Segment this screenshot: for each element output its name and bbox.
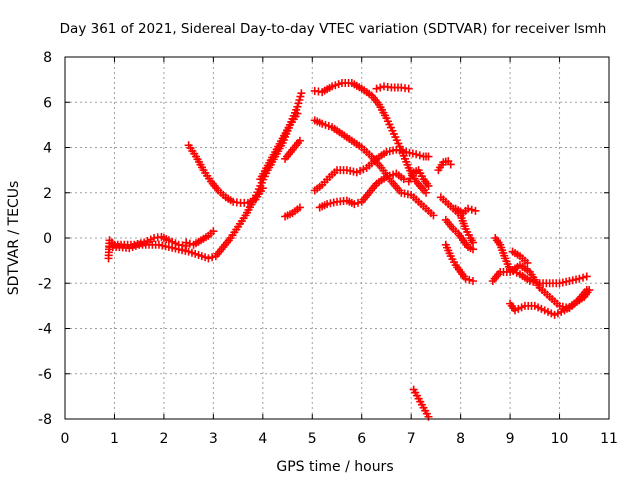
grid	[65, 57, 609, 419]
y-tick-label: -4	[38, 322, 52, 338]
x-tick-label: 1	[110, 431, 119, 447]
data-point	[208, 253, 217, 262]
series-arc-3	[182, 227, 218, 249]
data-point	[295, 136, 304, 145]
data-point	[582, 272, 591, 281]
data-point	[446, 160, 455, 169]
x-axis-label: GPS time / hours	[276, 459, 393, 475]
chart-title: Day 361 of 2021, Sidereal Day-to-day VTE…	[60, 21, 607, 37]
x-tick-label: 4	[258, 431, 267, 447]
x-tick-label: 0	[61, 431, 70, 447]
series-arc-18	[451, 204, 480, 218]
series-arc-17	[441, 240, 477, 285]
data-points	[104, 79, 594, 421]
y-tick-label: 6	[43, 95, 52, 111]
data-point	[424, 181, 433, 190]
data-point	[471, 206, 480, 215]
x-tick-label: 5	[308, 431, 317, 447]
data-point	[469, 276, 477, 285]
data-point	[467, 205, 476, 214]
data-point	[297, 89, 306, 98]
y-tick-label: -8	[38, 412, 52, 428]
data-point	[295, 203, 304, 212]
series-arc-5	[256, 109, 302, 184]
data-point	[424, 152, 433, 161]
data-point	[422, 188, 431, 197]
y-tick-label: 8	[43, 50, 52, 66]
series-arc-23	[409, 385, 433, 421]
series-arc-7	[281, 203, 304, 221]
series-arc-16	[441, 215, 477, 254]
series-arc-21	[506, 286, 594, 319]
data-point	[465, 275, 474, 284]
data-point	[372, 84, 381, 93]
y-tick-label: -6	[38, 367, 52, 383]
y-axis-label: SDTVAR / TECUs	[6, 181, 22, 296]
y-tick-label: -2	[38, 276, 52, 292]
data-point	[354, 198, 363, 207]
series-arc-4	[184, 141, 267, 207]
x-tick-label: 8	[456, 431, 465, 447]
series-arc-6	[281, 136, 304, 163]
y-tick-label: 2	[43, 186, 52, 202]
data-point	[579, 273, 588, 282]
data-point	[429, 211, 438, 220]
axis-ticks: 0 1 2 3 4 5 6 7 8 9 10 11 -8 -6 -4 -2 0 2 4 6 8	[38, 50, 618, 447]
data-point	[209, 227, 218, 236]
data-point	[293, 109, 302, 118]
x-tick-label: 7	[407, 431, 416, 447]
data-point	[376, 83, 385, 92]
x-tick-label: 10	[551, 431, 569, 447]
x-tick-label: 9	[506, 431, 515, 447]
series-arc-8	[310, 79, 431, 197]
data-point	[464, 204, 473, 213]
y-tick-label: 0	[43, 231, 52, 247]
data-point	[404, 84, 413, 93]
data-point	[461, 274, 470, 283]
data-point	[350, 200, 359, 209]
data-point	[585, 286, 594, 295]
y-tick-label: 4	[43, 141, 52, 157]
series-arc-22	[508, 247, 532, 267]
x-tick-label: 2	[159, 431, 168, 447]
data-point	[204, 254, 213, 263]
series-arc-11	[315, 169, 408, 212]
series-arc-14	[434, 157, 455, 175]
data-point	[412, 150, 421, 159]
data-point	[575, 274, 584, 283]
plot-frame	[64, 56, 610, 420]
data-point	[258, 184, 267, 193]
series-arc-13	[404, 166, 433, 190]
x-tick-label: 11	[600, 431, 618, 447]
x-tick-label: 3	[209, 431, 218, 447]
series-arc-12	[372, 82, 413, 93]
data-point	[523, 258, 532, 267]
series-arc-10	[310, 145, 433, 195]
series-arc-20	[488, 261, 591, 313]
data-point	[469, 238, 477, 247]
data-point	[415, 151, 424, 160]
data-point	[182, 238, 191, 247]
data-point	[469, 245, 477, 254]
series-arc-19	[491, 234, 591, 288]
x-tick-label: 6	[357, 431, 366, 447]
